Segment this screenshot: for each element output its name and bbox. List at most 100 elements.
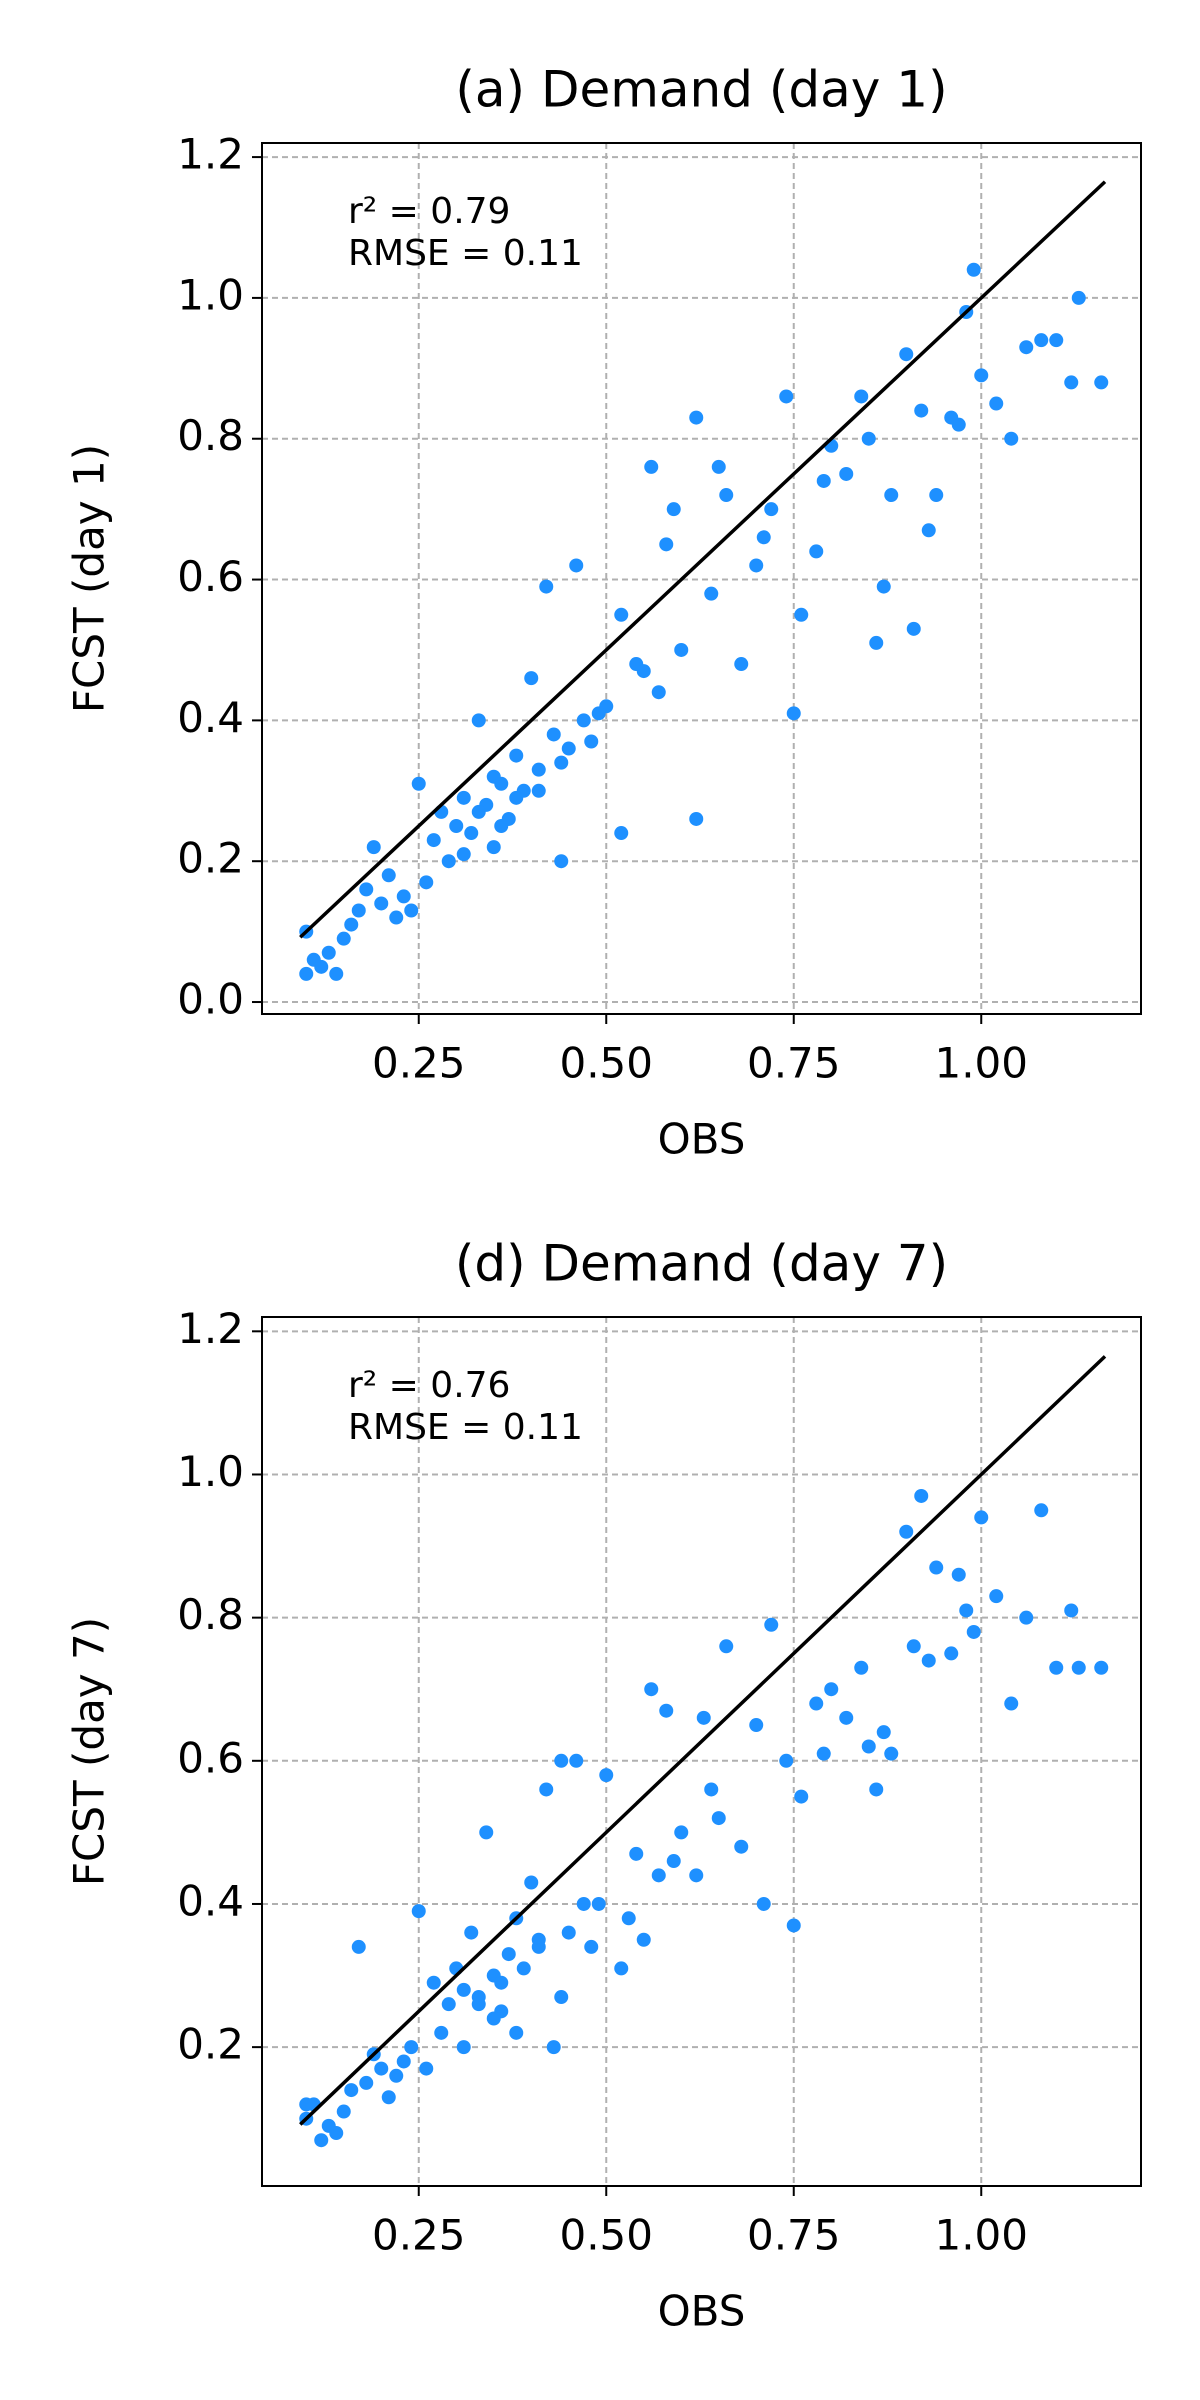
point (441, 854, 456, 869)
point (636, 664, 651, 679)
annotation: r² = 0.79 (348, 191, 510, 232)
y-tick-label: 0.2 (177, 834, 244, 883)
y-tick-label: 0.8 (177, 411, 244, 460)
point (329, 966, 344, 981)
point (584, 1939, 599, 1954)
point (621, 1911, 636, 1926)
point (561, 1925, 576, 1940)
point (471, 1997, 486, 2012)
point (359, 882, 374, 897)
x-tick-label: 0.75 (747, 2211, 841, 2260)
point (786, 706, 801, 721)
point (351, 903, 366, 918)
point (861, 431, 876, 446)
point (329, 2126, 344, 2141)
point (914, 403, 929, 418)
point (381, 2090, 396, 2105)
point (764, 1617, 779, 1632)
point (764, 502, 779, 517)
reference-line (299, 180, 1107, 939)
point (591, 1896, 606, 1911)
point (921, 1653, 936, 1668)
point (524, 1875, 539, 1890)
point (389, 2068, 404, 2083)
point (1034, 333, 1049, 348)
point (906, 621, 921, 636)
point (899, 347, 914, 362)
point (696, 1710, 711, 1725)
point (1004, 1696, 1019, 1711)
point (614, 826, 629, 841)
point (321, 945, 336, 960)
point (929, 1560, 944, 1575)
point (524, 671, 539, 686)
y-tick-label: 1.2 (177, 1304, 244, 1353)
y-tick-label: 0.8 (177, 1590, 244, 1639)
point (959, 1603, 974, 1618)
point (576, 713, 591, 728)
point (636, 1932, 651, 1947)
panel: 0.25 0.50 0.75 1.00 0.0 0.2 0.4 0.6 0.8 1.0 1.2 (a)… (65, 61, 1142, 1164)
point (629, 1846, 644, 1861)
point (411, 1904, 426, 1919)
point (944, 1646, 959, 1661)
point (576, 1896, 591, 1911)
point (336, 931, 351, 946)
point (666, 502, 681, 517)
point (674, 642, 689, 657)
point (756, 1896, 771, 1911)
point (794, 607, 809, 622)
point (816, 473, 831, 488)
y-tick-label: 1.0 (177, 1447, 244, 1496)
point (374, 896, 389, 911)
point (794, 1789, 809, 1804)
point (509, 2025, 524, 2040)
point (531, 762, 546, 777)
point (749, 558, 764, 573)
point (704, 586, 719, 601)
point (464, 826, 479, 841)
x-axis-label: OBS (658, 1115, 746, 1164)
y-tick-label: 0.4 (177, 693, 244, 742)
point (344, 917, 359, 932)
point (531, 1939, 546, 1954)
point (966, 262, 981, 277)
point (404, 903, 419, 918)
point (554, 854, 569, 869)
point (989, 396, 1004, 411)
annotation: RMSE = 0.11 (348, 233, 583, 274)
point (561, 741, 576, 756)
point (689, 811, 704, 826)
point (1019, 340, 1034, 355)
point (1034, 1503, 1049, 1518)
x-tick-label: 1.00 (934, 1039, 1028, 1088)
point (539, 579, 554, 594)
point (419, 875, 434, 890)
point (299, 2097, 314, 2112)
point (929, 488, 944, 503)
point (509, 790, 524, 805)
point (1019, 1610, 1034, 1625)
point (419, 2061, 434, 2076)
point (434, 2025, 449, 2040)
point (839, 1710, 854, 1725)
point (659, 537, 674, 552)
point (569, 1753, 584, 1768)
point (704, 1782, 719, 1797)
point (554, 1753, 569, 1768)
point (396, 889, 411, 904)
point (449, 818, 464, 833)
point (651, 685, 666, 700)
point (569, 558, 584, 573)
point (786, 1918, 801, 1933)
point (456, 2040, 471, 2055)
point (869, 635, 884, 650)
point (456, 790, 471, 805)
point (396, 2054, 411, 2069)
y-tick-label: 0.6 (177, 552, 244, 601)
point (486, 2011, 501, 2026)
plot-frame (261, 142, 1142, 1015)
point (824, 1682, 839, 1697)
y-tick-label: 0.6 (177, 1733, 244, 1782)
point (876, 1725, 891, 1740)
